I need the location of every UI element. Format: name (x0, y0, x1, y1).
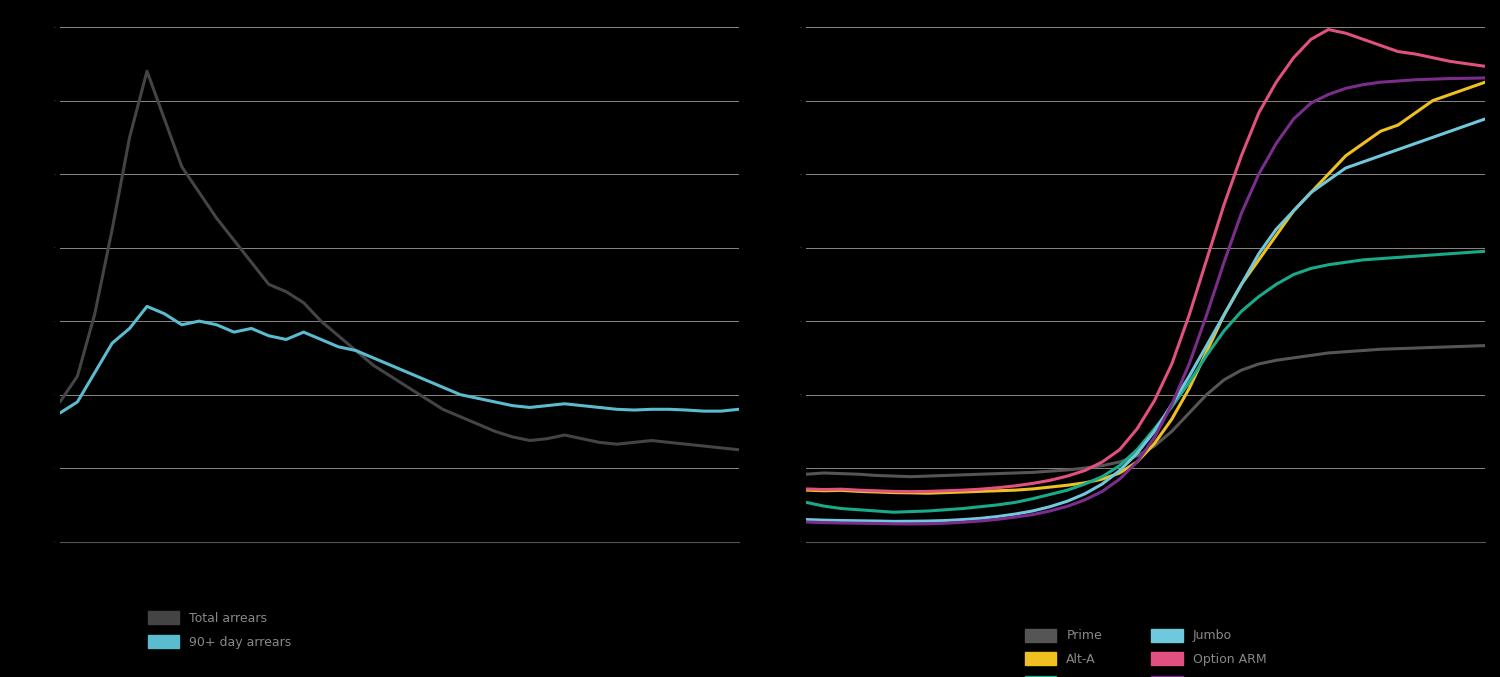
Legend: Prime, Alt-A, Subprime, Jumbo, Option ARM, FHA/VA: Prime, Alt-A, Subprime, Jumbo, Option AR… (1024, 629, 1266, 677)
Legend: Total arrears, 90+ day arrears: Total arrears, 90+ day arrears (147, 611, 291, 649)
